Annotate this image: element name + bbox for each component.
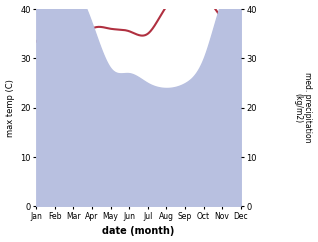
Y-axis label: max temp (C): max temp (C) bbox=[5, 79, 15, 137]
Y-axis label: med. precipitation
(kg/m2): med. precipitation (kg/m2) bbox=[293, 72, 313, 143]
X-axis label: date (month): date (month) bbox=[102, 227, 175, 236]
